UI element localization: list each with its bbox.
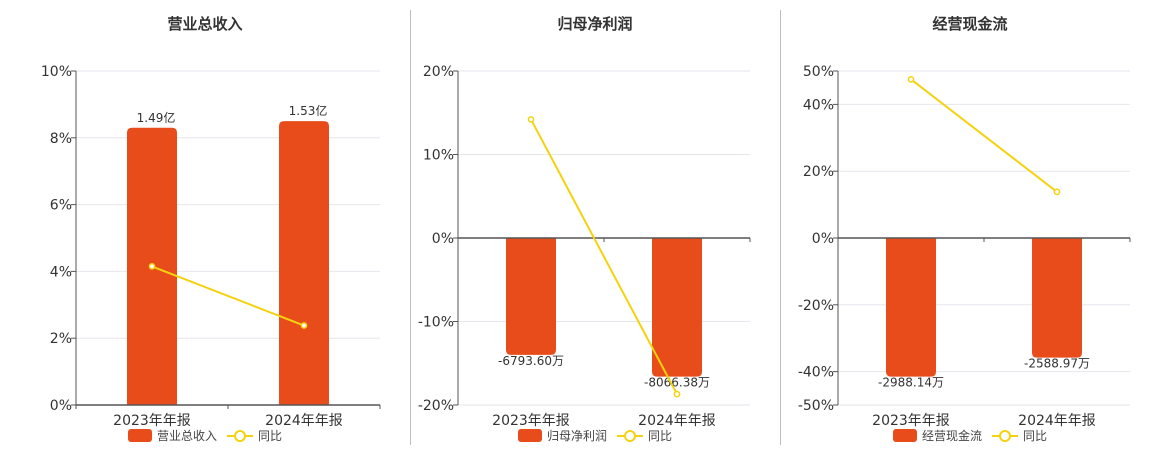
legend: 营业总收入 同比 (0, 427, 410, 444)
y-tick-label: 20% (423, 64, 454, 80)
chart-title: 营业总收入 (167, 15, 243, 33)
chart-canvas: -20% -10% 0% 10% 20% -6793.60万 -8066.38万 2023年年… (418, 64, 751, 429)
line-point (1053, 188, 1061, 196)
x-tick-label: 2023年年报 (113, 413, 191, 429)
line-series (530, 118, 678, 395)
bar-data-label: -6793.60万 (498, 354, 564, 368)
chart-panel-net-profit: 归母净利润 -20% -10% 0% 10% 20% -6793.60万 -8066.38万… (410, 0, 780, 450)
legend-item-bar[interactable]: 营业总收入 (127, 427, 217, 444)
legend-line-swatch (227, 429, 253, 442)
legend-item-bar[interactable]: 归母净利润 (517, 427, 607, 444)
x-tick-label: 2023年年报 (872, 413, 950, 429)
legend-label: 归母净利润 (546, 429, 607, 443)
line-point (300, 322, 308, 329)
y-tick-label: 20% (803, 164, 834, 180)
legend-label: 经营现金流 (921, 429, 982, 443)
bar (1032, 238, 1082, 358)
y-tick-label: -20% (798, 298, 834, 314)
line-series (910, 78, 1058, 193)
legend-line-swatch (992, 429, 1018, 442)
line-point (148, 263, 156, 270)
legend-line-swatch (617, 429, 643, 442)
legend-label: 同比 (648, 429, 673, 443)
line-series (151, 265, 305, 327)
line-point (673, 390, 681, 398)
chart-canvas: 0% 2% 4% 6% 8% 10% 1.49亿 1.53亿 2023年年报 2024年年报 (41, 64, 381, 429)
chart-panel-revenue: 营业总收入 0% 2% 4% 6% 8% 10% 1.49亿 1.53亿 2023年年报 2024… (0, 0, 410, 450)
y-tick-label: 10% (423, 148, 454, 164)
y-tick-label: 6% (50, 198, 72, 214)
bar (506, 238, 556, 355)
legend-item-line[interactable]: 同比 (992, 427, 1047, 444)
chart-title: 经营现金流 (932, 15, 1008, 33)
y-tick-label: 10% (41, 64, 72, 80)
bar (886, 238, 936, 377)
x-tick-label: 2023年年报 (492, 413, 570, 429)
x-tick-label: 2024年年报 (638, 413, 716, 429)
chart-panel-cash-flow: 经营现金流 -50% -40% -20% 0% 20% 40% 50% -2988.14万 -2… (780, 0, 1160, 450)
bar-data-label: 1.49亿 (137, 110, 176, 125)
y-tick-label: 0% (812, 231, 834, 247)
legend-label: 同比 (1023, 429, 1048, 443)
bar-data-label: -2588.97万 (1024, 357, 1090, 371)
bar-data-label: -8066.38万 (644, 376, 710, 390)
y-tick-label: -20% (418, 398, 454, 414)
legend: 归母净利润 同比 (410, 427, 780, 444)
legend-bar-swatch (517, 429, 542, 442)
y-tick-label: 2% (50, 331, 72, 347)
line-point (527, 116, 535, 123)
line-point (907, 76, 915, 83)
legend-label: 营业总收入 (156, 429, 217, 443)
legend-bar-swatch (892, 429, 917, 442)
panel-divider (410, 10, 411, 445)
bar-data-label: -2988.14万 (878, 376, 944, 390)
y-tick-label: 4% (50, 264, 72, 280)
y-tick-label: 0% (432, 231, 454, 247)
legend-label: 同比 (258, 429, 283, 443)
y-tick-label: -10% (418, 315, 454, 331)
panel-divider (780, 10, 781, 445)
chart-canvas: -50% -40% -20% 0% 20% 40% 50% -2988.14万 -2588.97… (798, 64, 1131, 429)
y-tick-label: 0% (50, 398, 72, 414)
legend-bar-swatch (127, 429, 152, 442)
y-tick-label: 50% (803, 64, 834, 80)
x-tick-label: 2024年年报 (265, 413, 343, 429)
bar-data-label: 1.53亿 (289, 103, 328, 118)
legend-item-line[interactable]: 同比 (227, 427, 282, 444)
legend-item-line[interactable]: 同比 (617, 427, 672, 444)
y-tick-label: -50% (798, 398, 834, 414)
bar (279, 121, 329, 405)
y-tick-label: 40% (803, 97, 834, 113)
y-tick-label: -40% (798, 365, 834, 381)
legend-item-bar[interactable]: 经营现金流 (892, 427, 982, 444)
y-tick-label: 8% (50, 131, 72, 147)
bar (652, 238, 702, 377)
legend: 经营现金流 同比 (780, 427, 1160, 444)
x-tick-label: 2024年年报 (1018, 413, 1096, 429)
chart-title: 归母净利润 (557, 15, 633, 33)
